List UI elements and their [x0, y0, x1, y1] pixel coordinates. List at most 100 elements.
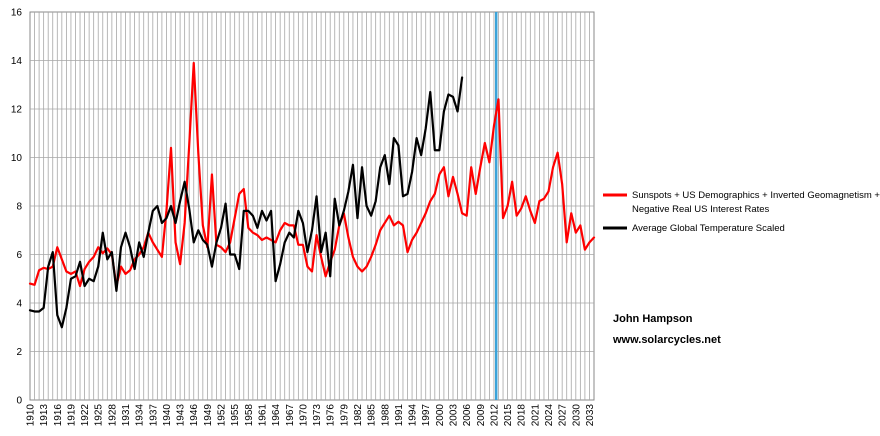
data-point — [215, 241, 218, 243]
data-point — [102, 252, 104, 254]
data-point — [397, 144, 400, 146]
data-point — [361, 166, 363, 168]
data-point — [329, 275, 331, 277]
data-point — [252, 215, 254, 217]
data-point — [511, 181, 513, 183]
data-point — [311, 229, 313, 231]
data-point — [243, 210, 245, 212]
data-point — [516, 215, 518, 217]
data-point — [120, 266, 122, 268]
data-point — [352, 256, 354, 258]
data-point — [379, 166, 381, 168]
data-point — [97, 266, 99, 268]
data-point — [293, 236, 295, 239]
data-point — [466, 215, 468, 217]
data-point — [297, 244, 299, 246]
data-point — [261, 210, 263, 212]
data-point — [43, 307, 45, 309]
data-point — [38, 310, 40, 313]
x-tick-label: 1925 — [94, 404, 105, 427]
data-point — [529, 210, 531, 212]
x-tick-label: 2024 — [544, 404, 555, 427]
data-point — [161, 256, 163, 258]
data-point — [224, 202, 227, 205]
data-point — [443, 110, 445, 113]
data-point — [83, 268, 86, 270]
data-point — [256, 227, 259, 229]
x-tick-label: 2012 — [489, 404, 500, 427]
data-point — [475, 193, 477, 195]
x-tick-label: 1958 — [244, 404, 255, 427]
x-tick-label: 1934 — [135, 404, 146, 427]
y-tick-label: 14 — [11, 56, 23, 67]
x-tick-label: 1970 — [298, 404, 309, 427]
y-tick-label: 16 — [11, 8, 23, 19]
x-tick-label: 1949 — [203, 404, 214, 427]
data-point — [375, 200, 377, 202]
data-point — [306, 251, 309, 253]
data-point — [493, 125, 495, 127]
x-tick-label: 1955 — [230, 404, 241, 427]
data-point — [152, 210, 154, 212]
data-point — [165, 210, 168, 212]
data-point — [134, 258, 136, 260]
data-point — [156, 205, 158, 207]
data-point — [247, 210, 249, 212]
data-point — [397, 221, 400, 223]
data-point — [284, 241, 286, 243]
y-axis-ticks: 0 2 4 6 8 10 12 14 16 — [11, 8, 23, 407]
data-point — [29, 309, 31, 311]
data-point — [138, 253, 140, 256]
data-point — [70, 278, 72, 280]
data-point — [288, 232, 290, 234]
data-point — [520, 207, 522, 210]
x-tick-label: 1991 — [394, 404, 405, 427]
data-point — [265, 236, 268, 239]
data-point — [452, 96, 454, 98]
data-point — [93, 256, 95, 258]
data-point — [193, 62, 195, 64]
data-point — [193, 241, 195, 243]
data-point — [461, 212, 463, 214]
data-point — [420, 222, 422, 224]
x-tick-label: 1913 — [39, 404, 50, 427]
data-point — [575, 232, 577, 234]
data-point — [356, 266, 359, 268]
data-point — [284, 222, 286, 224]
data-point — [361, 270, 363, 273]
data-point — [315, 195, 318, 197]
data-point — [461, 76, 463, 79]
data-point — [33, 284, 36, 286]
data-point — [70, 273, 72, 275]
data-point — [88, 278, 90, 280]
data-point — [102, 232, 104, 234]
data-point — [384, 154, 386, 156]
y-tick-label: 12 — [11, 105, 23, 116]
data-point — [416, 232, 418, 234]
data-point — [56, 246, 58, 248]
data-point — [411, 171, 413, 173]
data-point — [188, 144, 190, 146]
x-tick-label: 1937 — [148, 404, 159, 427]
data-point — [375, 244, 377, 246]
data-point — [447, 93, 450, 96]
data-point — [388, 183, 390, 185]
data-point — [584, 249, 586, 251]
data-point — [402, 224, 404, 226]
data-point — [43, 267, 45, 269]
data-point — [65, 307, 67, 309]
author-annotation: John Hampson — [613, 313, 693, 325]
x-tick-label: 2003 — [449, 404, 460, 427]
data-point — [488, 161, 490, 163]
data-point — [275, 280, 277, 282]
x-tick-label: 2009 — [476, 404, 487, 427]
data-point — [538, 200, 541, 202]
data-point — [211, 266, 213, 268]
data-point — [502, 217, 504, 219]
data-point — [347, 236, 349, 239]
data-point — [56, 314, 58, 316]
data-point — [425, 127, 427, 129]
data-point — [293, 224, 295, 226]
data-point — [406, 193, 409, 195]
